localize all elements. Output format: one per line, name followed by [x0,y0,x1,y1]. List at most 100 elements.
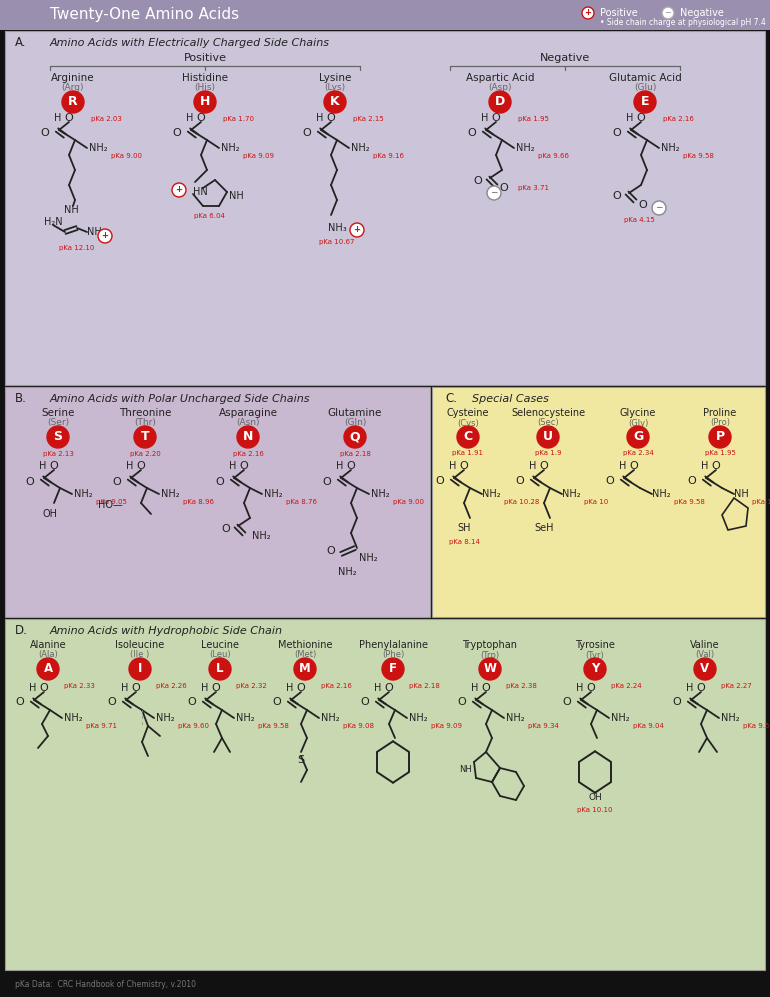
Text: (Cys): (Cys) [457,419,479,428]
Text: O: O [25,477,35,487]
Text: Amino Acids with Polar Uncharged Side Chains: Amino Acids with Polar Uncharged Side Ch… [50,394,310,404]
Text: O: O [563,697,571,707]
Text: pKa 2.16: pKa 2.16 [321,683,352,689]
Text: H: H [685,683,693,693]
Text: Threonine: Threonine [119,408,171,418]
Text: H: H [449,461,456,471]
Text: pKa 10.28: pKa 10.28 [504,499,539,505]
Text: pKa 9.60: pKa 9.60 [178,723,209,729]
Text: H: H [529,461,536,471]
Text: H: H [54,113,61,123]
Text: NH₂: NH₂ [264,489,283,499]
Text: O: O [540,461,548,471]
Text: A.: A. [15,37,26,50]
Circle shape [634,91,656,113]
Text: pKa 1.91: pKa 1.91 [453,450,484,456]
Text: O: O [196,113,206,123]
Circle shape [694,658,716,680]
Circle shape [479,658,501,680]
Text: Cysteine: Cysteine [447,408,489,418]
Circle shape [582,7,594,19]
Circle shape [457,426,479,448]
Circle shape [129,658,151,680]
Text: O: O [136,461,146,471]
Circle shape [487,186,501,200]
Circle shape [134,426,156,448]
Text: NH₂: NH₂ [371,489,390,499]
Text: H₂N: H₂N [44,217,62,227]
Text: pKa 2.16: pKa 2.16 [663,116,694,122]
Text: O: O [613,191,621,201]
Text: pKa 2.18: pKa 2.18 [340,451,370,457]
Text: pKa 2.13: pKa 2.13 [42,451,73,457]
Text: NH₂: NH₂ [87,227,105,237]
Text: H: H [121,683,128,693]
Text: L: L [216,662,224,676]
Text: E: E [641,96,649,109]
Text: M: M [299,662,311,676]
Text: B.: B. [15,393,27,406]
Text: O: O [697,683,705,693]
Text: pKa 8.76: pKa 8.76 [286,499,317,505]
Text: • Side chain charge at physiological pH 7.4: • Side chain charge at physiological pH … [600,19,765,28]
Text: NH: NH [64,205,79,215]
Text: O: O [673,697,681,707]
Text: H: H [286,683,293,693]
Text: O: O [188,697,196,707]
Text: O: O [637,113,645,123]
Text: pKa 9.71: pKa 9.71 [86,723,117,729]
Text: O: O [65,113,73,123]
Text: NH₂: NH₂ [252,531,270,541]
Text: H: H [373,683,381,693]
Text: H: H [186,113,193,123]
Text: (Tyr): (Tyr) [586,650,604,659]
Text: H: H [28,683,36,693]
Circle shape [172,183,186,197]
Text: pKa 12.10: pKa 12.10 [59,245,95,251]
Text: (Glu): (Glu) [634,84,656,93]
Text: Leucine: Leucine [201,640,239,650]
Text: O: O [41,128,49,138]
Circle shape [350,223,364,237]
Text: Methionine: Methionine [278,640,332,650]
Text: pKa 1.70: pKa 1.70 [223,116,254,122]
Text: Y: Y [591,662,599,676]
Text: Arginine: Arginine [51,73,95,83]
Text: NH₂: NH₂ [721,713,740,723]
Text: OH: OH [588,793,602,802]
Circle shape [209,658,231,680]
Bar [5,619,765,970]
Text: NH₂: NH₂ [661,143,680,153]
Text: O: O [436,476,444,486]
Text: pKa 1.95: pKa 1.95 [518,116,549,122]
Text: (Gly): (Gly) [628,419,648,428]
Circle shape [662,7,674,19]
Text: S: S [297,755,305,765]
Text: pKa 9.58: pKa 9.58 [683,153,714,159]
Text: NH: NH [734,489,748,499]
Text: P: P [715,431,725,444]
Text: pKa 2.34: pKa 2.34 [623,450,654,456]
Text: V: V [701,662,710,676]
Text: pKa 9.00: pKa 9.00 [393,499,424,505]
Circle shape [537,426,559,448]
Text: O: O [474,176,482,186]
Text: H: H [576,683,583,693]
Text: pKa 9.58: pKa 9.58 [674,499,705,505]
Text: O: O [500,183,508,193]
Text: O: O [112,477,122,487]
Text: Phenylalanine: Phenylalanine [359,640,427,650]
Text: R: R [69,96,78,109]
Circle shape [627,426,649,448]
Text: (Ala): (Ala) [38,650,58,659]
Text: O: O [296,683,306,693]
Text: pKa 9.34: pKa 9.34 [528,723,559,729]
Text: C: C [464,431,473,444]
Text: D: D [495,96,505,109]
Text: A: A [43,662,52,676]
Text: pKa 9.08: pKa 9.08 [343,723,374,729]
Text: (Lys): (Lys) [324,84,346,93]
Bar [5,31,765,385]
Text: pKa 9.16: pKa 9.16 [373,153,404,159]
Bar [5,31,765,385]
